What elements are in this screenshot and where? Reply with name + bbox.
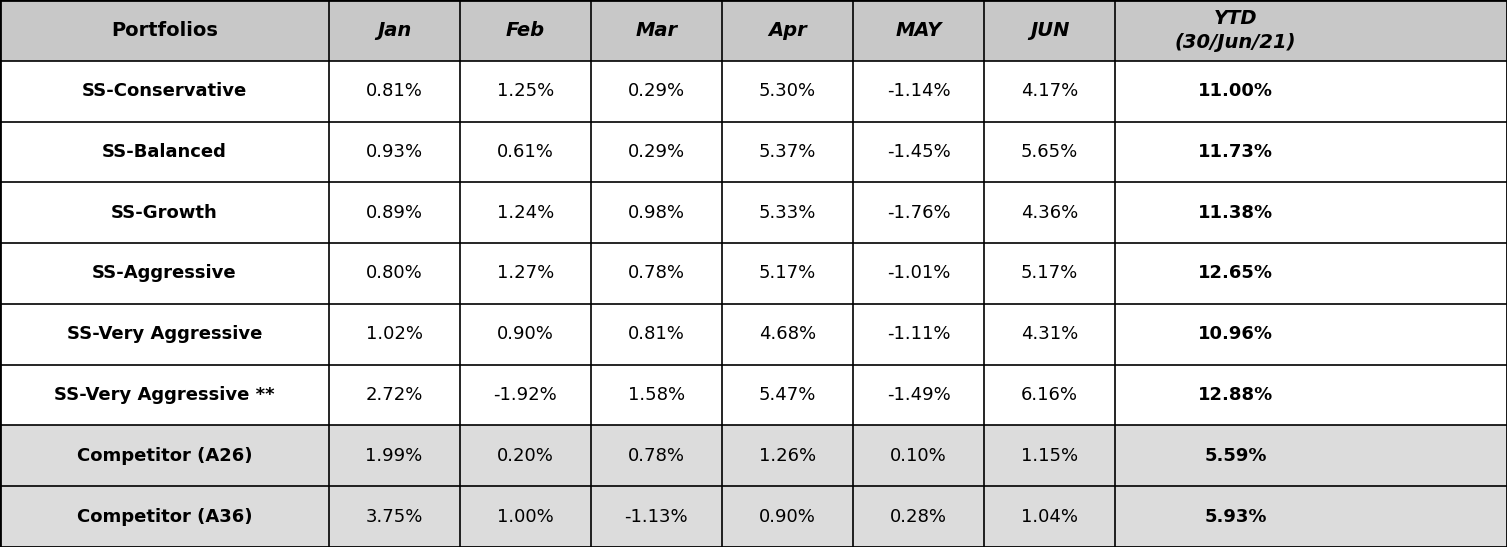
Text: Competitor (A26): Competitor (A26) (77, 447, 252, 465)
Text: 0.81%: 0.81% (366, 82, 422, 100)
Text: 0.10%: 0.10% (891, 447, 946, 465)
Text: -1.13%: -1.13% (624, 508, 689, 526)
Bar (0, 0, 1507, 61)
Bar (0, 426, 1507, 486)
Text: 4.31%: 4.31% (1022, 325, 1078, 344)
Text: JUN: JUN (1029, 21, 1070, 40)
Bar (0, 121, 1507, 182)
Text: 11.38%: 11.38% (1198, 203, 1273, 222)
Text: 1.04%: 1.04% (1022, 508, 1078, 526)
Text: Mar: Mar (636, 21, 677, 40)
Bar (0, 61, 1507, 121)
Text: 11.73%: 11.73% (1198, 143, 1273, 161)
Text: 0.78%: 0.78% (628, 447, 684, 465)
Bar (0, 304, 1507, 365)
Text: 0.78%: 0.78% (628, 265, 684, 282)
Text: 0.89%: 0.89% (366, 203, 422, 222)
Text: 1.00%: 1.00% (497, 508, 553, 526)
Text: 1.99%: 1.99% (366, 447, 422, 465)
Bar (0, 243, 1507, 304)
Text: YTD
(30/Jun/21): YTD (30/Jun/21) (1175, 9, 1296, 51)
Text: 0.29%: 0.29% (628, 82, 684, 100)
Text: Jan: Jan (377, 21, 411, 40)
Text: 11.00%: 11.00% (1198, 82, 1273, 100)
Text: 10.96%: 10.96% (1198, 325, 1273, 344)
Text: Feb: Feb (506, 21, 544, 40)
Text: 0.20%: 0.20% (497, 447, 553, 465)
Text: -1.92%: -1.92% (493, 386, 558, 404)
Text: 5.37%: 5.37% (758, 143, 817, 161)
Text: 1.26%: 1.26% (760, 447, 815, 465)
Text: 5.47%: 5.47% (758, 386, 817, 404)
Text: 0.81%: 0.81% (628, 325, 684, 344)
Text: 2.72%: 2.72% (365, 386, 423, 404)
Text: 0.98%: 0.98% (628, 203, 684, 222)
Text: Portfolios: Portfolios (112, 21, 217, 40)
Text: 1.24%: 1.24% (497, 203, 553, 222)
Text: 12.88%: 12.88% (1198, 386, 1273, 404)
Text: 1.58%: 1.58% (628, 386, 684, 404)
Text: -1.01%: -1.01% (886, 265, 951, 282)
Text: 6.16%: 6.16% (1022, 386, 1078, 404)
Text: 3.75%: 3.75% (365, 508, 423, 526)
Text: 5.59%: 5.59% (1204, 447, 1267, 465)
Text: 5.30%: 5.30% (760, 82, 815, 100)
Text: 1.25%: 1.25% (497, 82, 553, 100)
Text: 5.65%: 5.65% (1022, 143, 1078, 161)
Text: 12.65%: 12.65% (1198, 265, 1273, 282)
Text: 4.17%: 4.17% (1022, 82, 1078, 100)
Text: 0.29%: 0.29% (628, 143, 684, 161)
Text: SS-Conservative: SS-Conservative (81, 82, 247, 100)
Text: -1.14%: -1.14% (886, 82, 951, 100)
Text: MAY: MAY (895, 21, 942, 40)
Bar (0, 365, 1507, 426)
Text: 1.15%: 1.15% (1022, 447, 1078, 465)
Text: -1.11%: -1.11% (886, 325, 951, 344)
Text: SS-Very Aggressive **: SS-Very Aggressive ** (54, 386, 274, 404)
Text: 5.17%: 5.17% (760, 265, 815, 282)
Text: Apr: Apr (769, 21, 806, 40)
Text: 0.28%: 0.28% (891, 508, 946, 526)
Text: -1.49%: -1.49% (886, 386, 951, 404)
Text: 5.17%: 5.17% (1022, 265, 1078, 282)
Text: Competitor (A36): Competitor (A36) (77, 508, 252, 526)
Text: -1.76%: -1.76% (886, 203, 951, 222)
Text: 0.61%: 0.61% (497, 143, 553, 161)
Text: 0.80%: 0.80% (366, 265, 422, 282)
Bar (0, 486, 1507, 547)
Text: 5.33%: 5.33% (758, 203, 817, 222)
Text: SS-Balanced: SS-Balanced (102, 143, 226, 161)
Text: 1.02%: 1.02% (366, 325, 422, 344)
Text: 0.90%: 0.90% (760, 508, 815, 526)
Text: 4.68%: 4.68% (760, 325, 815, 344)
Text: 4.36%: 4.36% (1022, 203, 1078, 222)
Text: 0.93%: 0.93% (366, 143, 422, 161)
Text: SS-Very Aggressive: SS-Very Aggressive (66, 325, 262, 344)
Text: SS-Growth: SS-Growth (112, 203, 217, 222)
Text: 1.27%: 1.27% (497, 265, 553, 282)
Text: 0.90%: 0.90% (497, 325, 553, 344)
Bar (0, 182, 1507, 243)
Text: 5.93%: 5.93% (1204, 508, 1267, 526)
Text: -1.45%: -1.45% (886, 143, 951, 161)
Text: SS-Aggressive: SS-Aggressive (92, 265, 237, 282)
